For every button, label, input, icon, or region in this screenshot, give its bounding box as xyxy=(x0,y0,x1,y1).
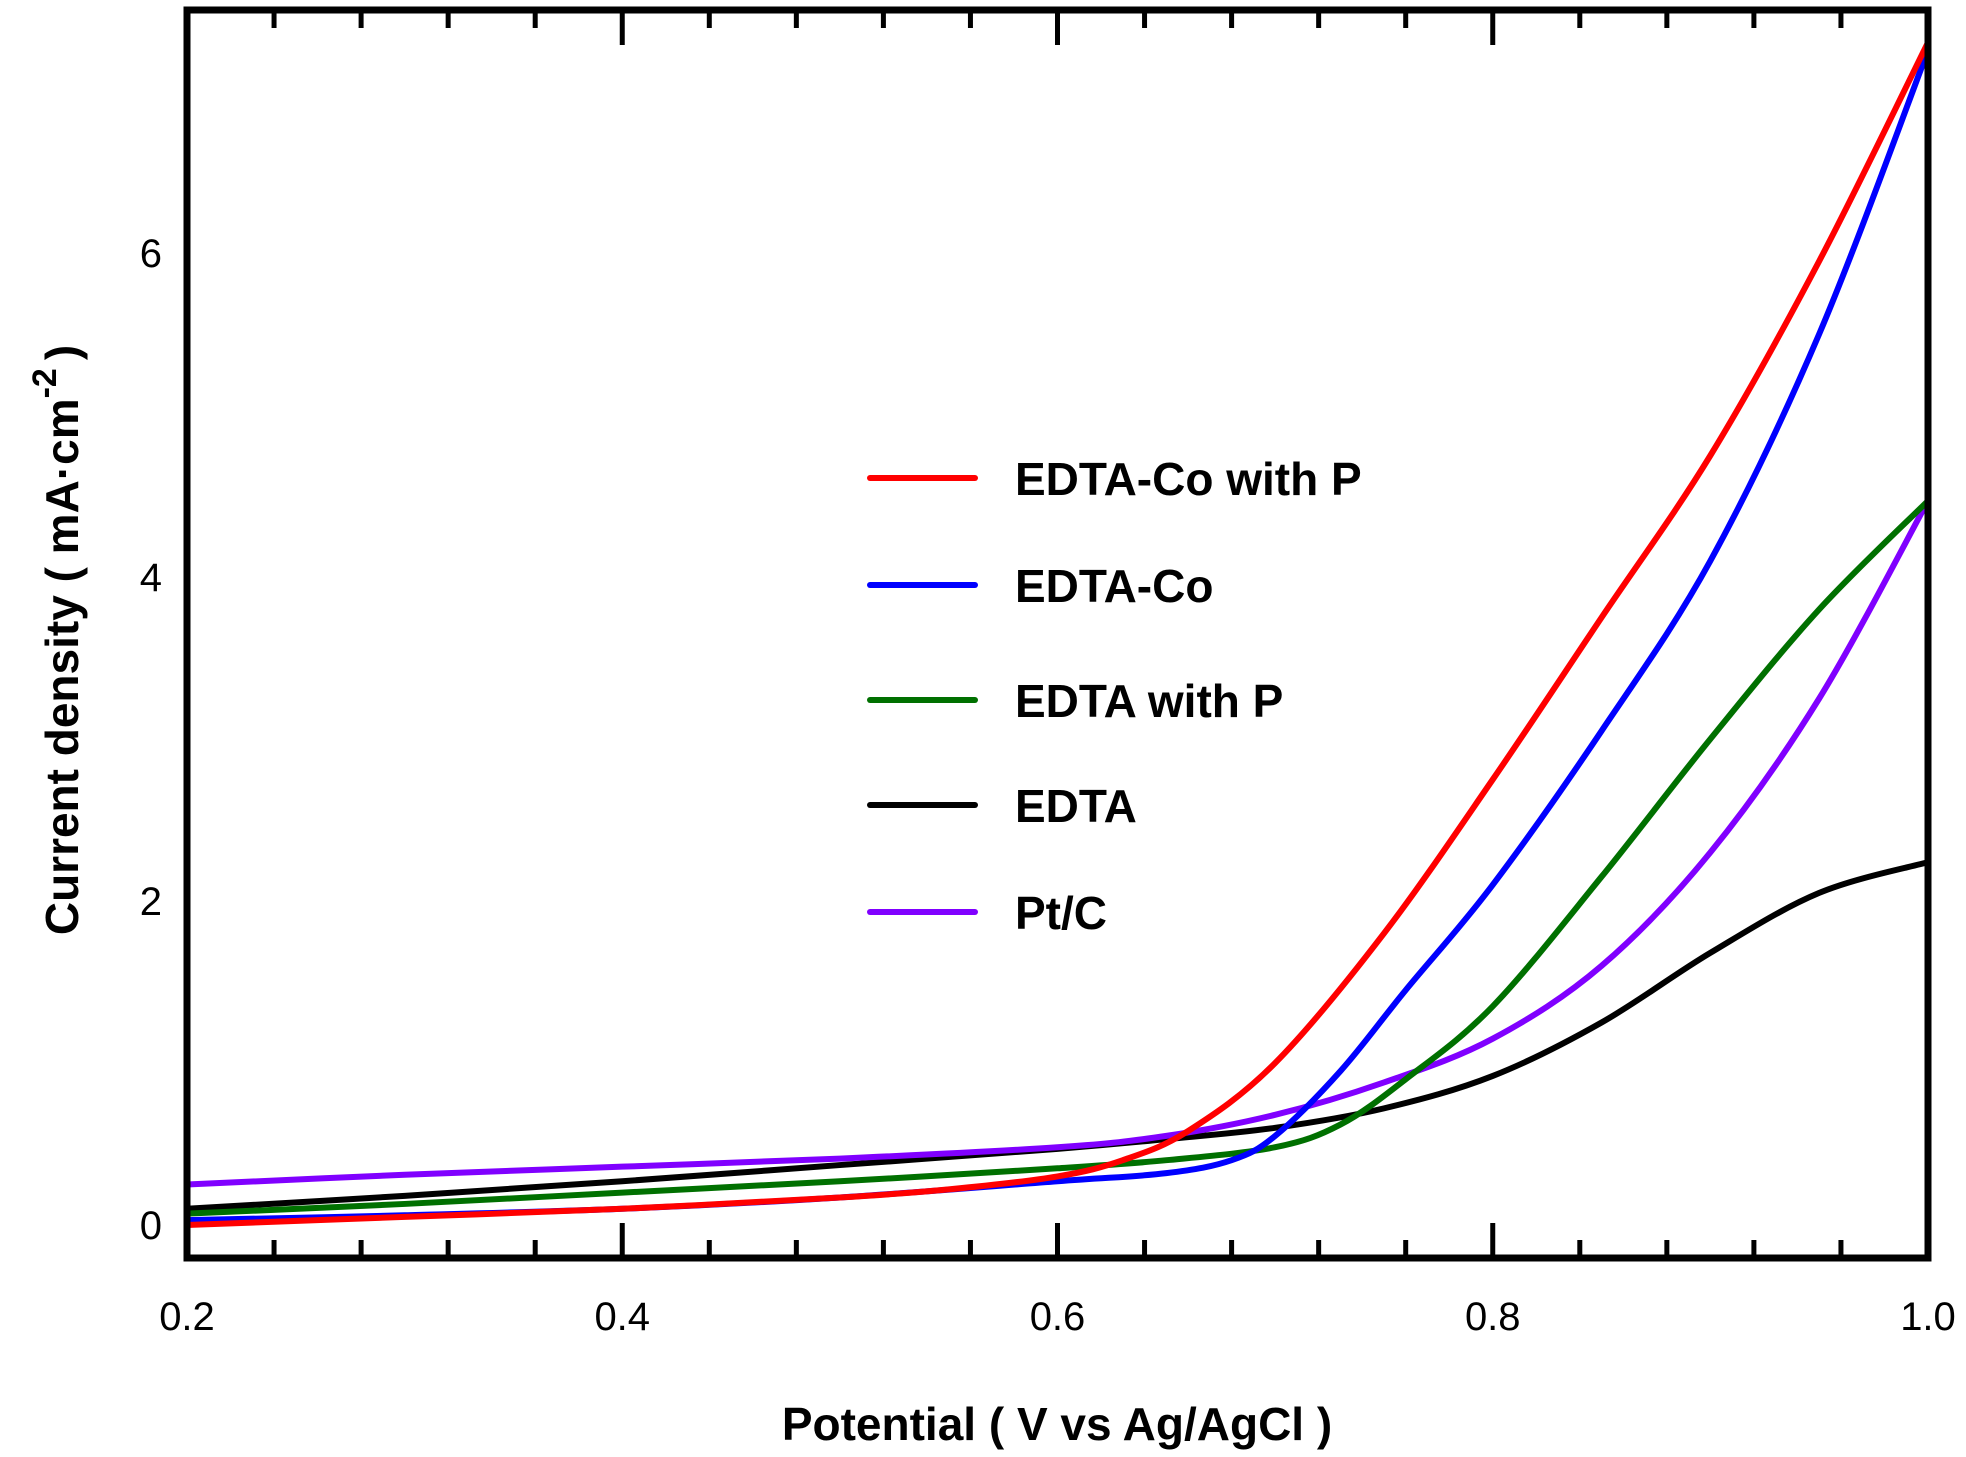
y-axis-title-superscript: -2 xyxy=(26,368,64,398)
legend-label: EDTA xyxy=(1015,780,1137,832)
y-tick-label: 2 xyxy=(140,880,162,924)
svg-text:Current density ( mA·cm-2): Current density ( mA·cm-2) xyxy=(26,345,88,935)
x-axis-title: Potential ( V vs Ag/AgCl ) xyxy=(782,1398,1332,1450)
legend-item: Pt/C xyxy=(867,887,1107,939)
y-tick-label: 4 xyxy=(140,556,162,600)
ticks-layer xyxy=(184,10,1931,1258)
x-tick-label: 0.8 xyxy=(1465,1295,1521,1339)
legend-label: Pt/C xyxy=(1015,887,1107,939)
series-line-edta-co-with-p xyxy=(186,41,1931,1228)
legend-item: EDTA-Co with P xyxy=(867,453,1362,505)
legend-label: EDTA-Co xyxy=(1015,560,1213,612)
series-line-edta-with-p xyxy=(186,498,1931,1217)
series-line-pt-c xyxy=(186,499,1931,1188)
y-tick-label: 6 xyxy=(140,232,162,276)
legend-item: EDTA xyxy=(867,780,1137,832)
series-layer xyxy=(186,41,1931,1228)
x-tick-label: 0.2 xyxy=(159,1295,215,1339)
series-line-edta-co xyxy=(186,49,1931,1224)
y-tick-label: 0 xyxy=(140,1204,162,1248)
y-axis-title-close: ) xyxy=(36,345,88,360)
legend-label: EDTA with P xyxy=(1015,675,1283,727)
series-line-edta xyxy=(186,859,1929,1212)
legend-label: EDTA-Co with P xyxy=(1015,453,1362,505)
y-axis-title-main: Current density ( mA·cm xyxy=(36,398,88,935)
legend-item: EDTA with P xyxy=(867,675,1283,727)
x-tick-label: 1.0 xyxy=(1900,1295,1956,1339)
legend-item: EDTA-Co xyxy=(867,560,1213,612)
legend: EDTA-Co with P EDTA-Co EDTA with P EDTA Pt/C xyxy=(867,453,1362,939)
x-tick-label: 0.6 xyxy=(1030,1295,1086,1339)
y-axis-title: Current density ( mA·cm-2) xyxy=(26,345,88,935)
x-tick-label: 0.4 xyxy=(594,1295,650,1339)
ticklabels-layer: 0.2 0.4 0.6 0.8 1.0 0 2 4 6 xyxy=(140,232,1956,1339)
